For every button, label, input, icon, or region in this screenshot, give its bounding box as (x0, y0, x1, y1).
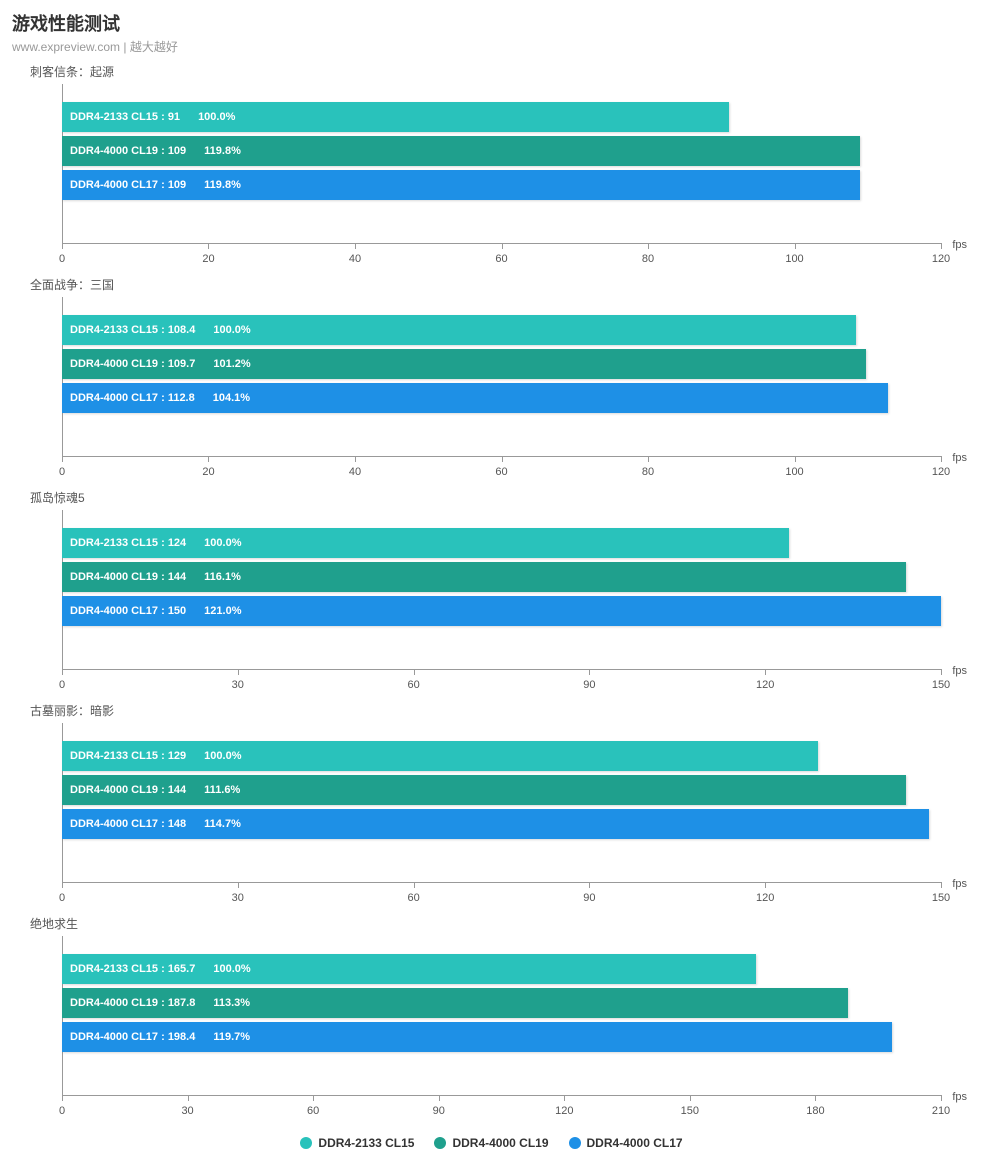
bar-pct: 113.3% (213, 997, 250, 1009)
axis-unit-label: fps (952, 452, 967, 464)
bar-pct: 100.0% (198, 111, 235, 123)
chart-group: 全面战争：三国 020406080100120fpsDDR4-2133 CL15 … (12, 276, 971, 483)
bar-label: DDR4-4000 CL19 : 144 (70, 571, 186, 583)
page-title: 游戏性能测试 (12, 10, 971, 36)
legend-swatch (300, 1137, 312, 1149)
bars: DDR4-2133 CL15 : 165.7 100.0% DDR4-4000 CL… (62, 954, 941, 1052)
x-tick (941, 1095, 942, 1101)
bar: DDR4-2133 CL15 : 124 100.0% (62, 528, 789, 558)
bars: DDR4-2133 CL15 : 108.4 100.0% DDR4-4000 CL… (62, 315, 941, 413)
bar-pct: 100.0% (213, 324, 250, 336)
plot-area: 020406080100120fpsDDR4-2133 CL15 : 108.4… (62, 297, 941, 457)
bar-pct: 100.0% (204, 537, 241, 549)
plot-area: 0306090120150180210fpsDDR4-2133 CL15 : 1… (62, 936, 941, 1096)
bar-label: DDR4-2133 CL15 : 91 (70, 111, 180, 123)
x-axis-row (62, 670, 941, 696)
bar: DDR4-2133 CL15 : 165.7 100.0% (62, 954, 756, 984)
group-label: 全面战争：三国 (30, 276, 971, 293)
legend-label: DDR4-4000 CL17 (587, 1136, 683, 1150)
legend-label: DDR4-2133 CL15 (318, 1136, 414, 1150)
bar-label: DDR4-4000 CL19 : 144 (70, 784, 186, 796)
x-axis-row (62, 244, 941, 270)
bar: DDR4-4000 CL17 : 148 114.7% (62, 809, 929, 839)
bar: DDR4-4000 CL19 : 187.8 113.3% (62, 988, 848, 1018)
bar-pct: 119.8% (204, 179, 241, 191)
bar-pct: 116.1% (204, 571, 241, 583)
bar-label: DDR4-4000 CL19 : 109.7 (70, 358, 195, 370)
axis-unit-label: fps (952, 878, 967, 890)
bar-label: DDR4-4000 CL17 : 109 (70, 179, 186, 191)
bar: DDR4-2133 CL15 : 91 100.0% (62, 102, 729, 132)
bars: DDR4-2133 CL15 : 129 100.0% DDR4-4000 CL19… (62, 741, 941, 839)
chart-group: 古墓丽影：暗影 0306090120150fpsDDR4-2133 CL15 : … (12, 702, 971, 909)
bar-label: DDR4-4000 CL17 : 112.8 (70, 392, 195, 404)
x-tick (941, 882, 942, 888)
bar-pct: 104.1% (213, 392, 250, 404)
bar-pct: 100.0% (213, 963, 250, 975)
bar: DDR4-2133 CL15 : 129 100.0% (62, 741, 818, 771)
bar: DDR4-4000 CL19 : 109.7 101.2% (62, 349, 866, 379)
page-subtitle: www.expreview.com | 越大越好 (12, 38, 971, 55)
bar-pct: 121.0% (204, 605, 241, 617)
bar: DDR4-4000 CL19 : 144 111.6% (62, 775, 906, 805)
bar-label: DDR4-2133 CL15 : 124 (70, 537, 186, 549)
bar-label: DDR4-4000 CL19 : 109 (70, 145, 186, 157)
charts-container: 刺客信条：起源 020406080100120fpsDDR4-2133 CL15 … (12, 63, 971, 1122)
group-label: 刺客信条：起源 (30, 63, 971, 80)
legend-label: DDR4-4000 CL19 (452, 1136, 548, 1150)
x-tick (941, 669, 942, 675)
bar-pct: 111.6% (204, 784, 240, 796)
bar-pct: 114.7% (204, 818, 241, 830)
bar: DDR4-4000 CL19 : 144 116.1% (62, 562, 906, 592)
x-axis-row (62, 1096, 941, 1122)
bar-pct: 101.2% (213, 358, 250, 370)
plot-area: 020406080100120fpsDDR4-2133 CL15 : 91100… (62, 84, 941, 244)
bar: DDR4-4000 CL17 : 150 121.0% (62, 596, 941, 626)
chart-group: 孤岛惊魂5 0306090120150fpsDDR4-2133 CL15 : 12… (12, 489, 971, 696)
bars: DDR4-2133 CL15 : 124 100.0% DDR4-4000 CL19… (62, 528, 941, 626)
bar: DDR4-4000 CL17 : 198.4 119.7% (62, 1022, 892, 1052)
bars: DDR4-2133 CL15 : 91 100.0% DDR4-4000 CL19 … (62, 102, 941, 200)
legend: DDR4-2133 CL15 DDR4-4000 CL19 DDR4-4000 CL… (12, 1136, 971, 1152)
axis-unit-label: fps (952, 239, 967, 251)
bar-pct: 119.8% (204, 145, 241, 157)
x-axis-row (62, 883, 941, 909)
chart-group: 刺客信条：起源 020406080100120fpsDDR4-2133 CL15 … (12, 63, 971, 270)
group-label: 绝地求生 (30, 915, 971, 932)
group-label: 古墓丽影：暗影 (30, 702, 971, 719)
x-tick (941, 243, 942, 249)
legend-item: DDR4-2133 CL15 (300, 1136, 414, 1150)
legend-item: DDR4-4000 CL17 (569, 1136, 683, 1150)
bar-label: DDR4-4000 CL19 : 187.8 (70, 997, 195, 1009)
plot-area: 0306090120150fpsDDR4-2133 CL15 : 124100.… (62, 510, 941, 670)
bar: DDR4-4000 CL17 : 109 119.8% (62, 170, 860, 200)
legend-swatch (569, 1137, 581, 1149)
bar-pct: 100.0% (204, 750, 241, 762)
x-tick (941, 456, 942, 462)
bar-label: DDR4-2133 CL15 : 165.7 (70, 963, 195, 975)
legend-swatch (434, 1137, 446, 1149)
bar-label: DDR4-2133 CL15 : 108.4 (70, 324, 195, 336)
bar-label: DDR4-4000 CL17 : 150 (70, 605, 186, 617)
plot-area: 0306090120150fpsDDR4-2133 CL15 : 129100.… (62, 723, 941, 883)
legend-item: DDR4-4000 CL19 (434, 1136, 548, 1150)
axis-unit-label: fps (952, 665, 967, 677)
bar-pct: 119.7% (213, 1031, 250, 1043)
bar-label: DDR4-4000 CL17 : 198.4 (70, 1031, 195, 1043)
bar: DDR4-2133 CL15 : 108.4 100.0% (62, 315, 856, 345)
axis-unit-label: fps (952, 1091, 967, 1103)
chart-group: 绝地求生 0306090120150180210fpsDDR4-2133 CL15… (12, 915, 971, 1122)
bar: DDR4-4000 CL17 : 112.8 104.1% (62, 383, 888, 413)
x-axis-row (62, 457, 941, 483)
bar-label: DDR4-4000 CL17 : 148 (70, 818, 186, 830)
bar: DDR4-4000 CL19 : 109 119.8% (62, 136, 860, 166)
bar-label: DDR4-2133 CL15 : 129 (70, 750, 186, 762)
group-label: 孤岛惊魂5 (30, 489, 971, 506)
